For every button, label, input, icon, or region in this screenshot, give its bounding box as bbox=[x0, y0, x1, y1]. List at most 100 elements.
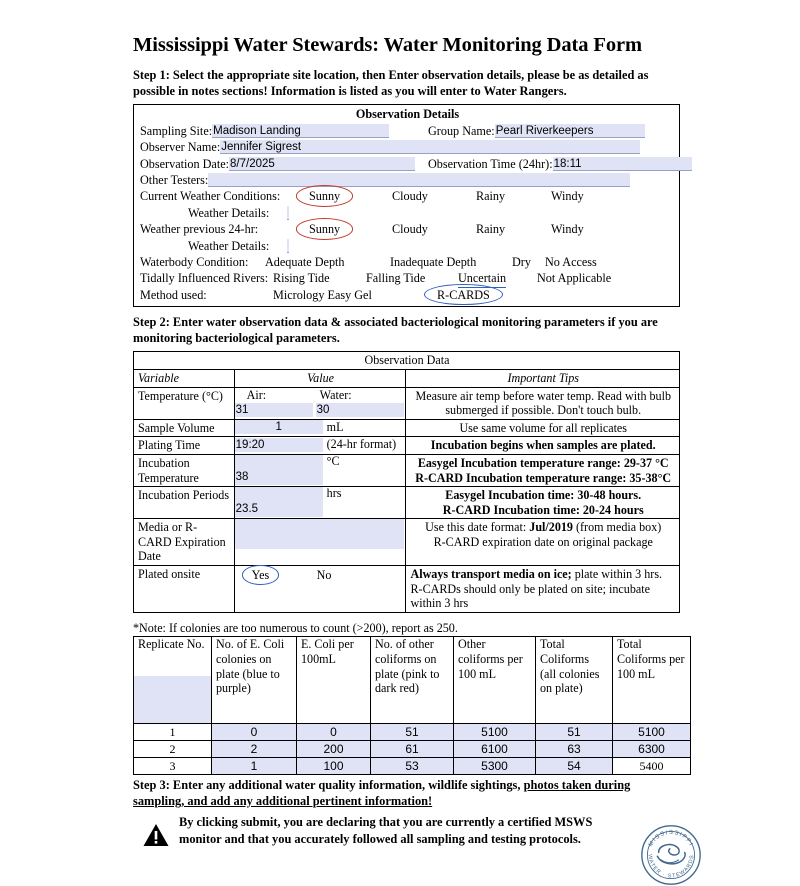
plated-onsite-option-yes[interactable]: Yes bbox=[241, 565, 279, 585]
current-weather-details-input[interactable] bbox=[287, 205, 289, 220]
previous-weather-details-input[interactable] bbox=[287, 238, 289, 253]
tips-incubation-temperature: Easygel Incubation temperature range: 29… bbox=[405, 453, 680, 488]
svg-text:WATER · STEWARDS: WATER · STEWARDS bbox=[647, 854, 696, 879]
row-waterbody-condition: Waterbody Condition: Adequate Depth Inad… bbox=[140, 254, 675, 270]
header-ecoli-colonies: No. of E. Coli colonies on plate (blue t… bbox=[211, 636, 297, 724]
cell-other-per-100ml-2[interactable]: 6100 bbox=[453, 739, 536, 758]
observation-time-input[interactable]: 18:11 bbox=[552, 156, 692, 171]
sampling-site-label: Sampling Site: bbox=[140, 123, 213, 138]
previous-weather-option-cloudy[interactable]: Cloudy bbox=[392, 222, 428, 237]
sample-volume-input[interactable]: 1 bbox=[234, 419, 323, 434]
variable-incubation-temperature: Incubation Temperature bbox=[133, 453, 235, 488]
row-previous-weather: Weather previous 24-hr: Sunny Cloudy Rai… bbox=[140, 218, 675, 241]
observer-name-input[interactable]: Jennifer Sigrest bbox=[220, 140, 641, 155]
observation-details-caption: Observation Details bbox=[355, 106, 460, 121]
method-option-easygel[interactable]: Micrology Easy Gel bbox=[273, 287, 372, 302]
variable-incubation-periods: Incubation Periods bbox=[133, 486, 235, 520]
row-previous-weather-details: Weather Details: bbox=[140, 238, 675, 254]
row-incubation-periods: Incubation Periods 23.5 hrs Easygel Incu… bbox=[133, 486, 680, 520]
cell-other-colonies-3[interactable]: 53 bbox=[370, 756, 454, 775]
row-observation-date: Observation Date:8/7/2025 Observation Ti… bbox=[140, 156, 692, 172]
header-total-per-100ml: Total Coliforms per 100 mL bbox=[612, 636, 691, 724]
tide-option-not-applicable[interactable]: Not Applicable bbox=[537, 271, 612, 286]
tips-media-expiration-line1: Use this date format: Jul/2019 (from med… bbox=[410, 520, 676, 535]
tips-incubation-temperature-line2: R-CARD Incubation temperature range: 35-… bbox=[415, 470, 672, 485]
cell-other-per-100ml-1[interactable]: 5100 bbox=[453, 722, 536, 741]
observation-data-caption: Observation Data bbox=[133, 351, 680, 370]
value-plated-onsite: Yes No bbox=[233, 565, 407, 614]
row-current-weather: Current Weather Conditions: Sunny Cloudy… bbox=[140, 185, 675, 208]
variable-plated-onsite: Plated onsite bbox=[133, 565, 235, 614]
current-weather-option-rainy[interactable]: Rainy bbox=[476, 189, 506, 204]
header-replicate-shade bbox=[134, 675, 211, 724]
cell-total-colonies-1[interactable]: 51 bbox=[535, 722, 613, 741]
tips-plated-line1: Always transport media on ice; plate wit… bbox=[410, 567, 676, 582]
tips-media-bold: Jul/2019 bbox=[529, 520, 573, 535]
waterbody-option-inadequate-depth[interactable]: Inadequate Depth bbox=[390, 254, 477, 269]
current-weather-option-cloudy[interactable]: Cloudy bbox=[392, 189, 428, 204]
cell-ecoli-per-100ml-2[interactable]: 200 bbox=[296, 739, 371, 758]
plated-onsite-option-no[interactable]: No bbox=[316, 568, 332, 583]
tide-option-falling[interactable]: Falling Tide bbox=[366, 271, 426, 286]
observation-date-input[interactable]: 8/7/2025 bbox=[229, 156, 416, 171]
cell-ecoli-per-100ml-3[interactable]: 100 bbox=[296, 756, 371, 775]
water-temp-input[interactable]: 30 bbox=[315, 402, 404, 417]
previous-weather-option-windy[interactable]: Windy bbox=[551, 222, 584, 237]
observation-details-section: Observation Details Sampling Site:Madiso… bbox=[133, 103, 692, 308]
cell-ecoli-colonies-3[interactable]: 1 bbox=[211, 756, 297, 775]
header-other-colonies: No. of other coliforms on plate (pink to… bbox=[370, 636, 454, 724]
msws-seal-logo: MISSISSIPPI WATER · STEWARDS bbox=[641, 825, 701, 885]
header-tips: Important Tips bbox=[405, 368, 680, 388]
cell-total-colonies-3[interactable]: 54 bbox=[535, 756, 613, 775]
previous-weather-option-rainy[interactable]: Rainy bbox=[476, 222, 506, 237]
submit-declaration: By clicking submit, you are declaring th… bbox=[133, 814, 680, 854]
air-temp-input[interactable]: 31 bbox=[234, 402, 313, 417]
step3-instructions: Step 3: Enter any additional water quali… bbox=[133, 777, 680, 809]
tips-plated-line2: R-CARDs should only be plated on site; i… bbox=[410, 581, 650, 596]
table-row: 3 1 100 53 5300 54 5400 bbox=[133, 756, 691, 775]
current-weather-option-sunny[interactable]: Sunny bbox=[295, 185, 354, 208]
variable-temperature: Temperature (°C) bbox=[133, 386, 235, 420]
other-testers-input[interactable] bbox=[208, 172, 631, 187]
waterbody-option-dry[interactable]: Dry bbox=[512, 254, 531, 269]
method-option-rcards[interactable]: R-CARDS bbox=[424, 283, 503, 306]
tide-option-uncertain[interactable]: Uncertain bbox=[458, 270, 507, 288]
waterbody-option-adequate-depth[interactable]: Adequate Depth bbox=[265, 254, 345, 269]
declaration-line1: By clicking submit, you are declaring th… bbox=[179, 815, 593, 830]
cell-other-per-100ml-3[interactable]: 5300 bbox=[453, 756, 536, 775]
previous-weather-details-label: Weather Details: bbox=[188, 238, 270, 253]
tide-option-rising[interactable]: Rising Tide bbox=[273, 271, 330, 286]
tips-plated-rest: plate within 3 hrs. bbox=[571, 567, 663, 582]
cell-total-per-100ml-2[interactable]: 6300 bbox=[612, 739, 691, 758]
tips-media-expiration: Use this date format: Jul/2019 (from med… bbox=[405, 518, 680, 567]
page-title: Mississippi Water Stewards: Water Monito… bbox=[133, 34, 642, 56]
cell-replicate-no-2: 2 bbox=[133, 739, 212, 758]
cell-other-colonies-1[interactable]: 51 bbox=[370, 722, 454, 741]
current-weather-option-windy[interactable]: Windy bbox=[551, 189, 584, 204]
cell-total-colonies-2[interactable]: 63 bbox=[535, 739, 613, 758]
cell-ecoli-colonies-2[interactable]: 2 bbox=[211, 739, 297, 758]
observer-name-label: Observer Name: bbox=[140, 140, 221, 155]
previous-weather-label: Weather previous 24-hr: bbox=[140, 222, 259, 237]
previous-weather-option-sunny[interactable]: Sunny bbox=[295, 218, 354, 241]
form-page: Mississippi Water Stewards: Water Monito… bbox=[133, 34, 701, 885]
plating-time-input[interactable]: 19:20 bbox=[234, 438, 323, 453]
incubation-periods-input[interactable]: 23.5 bbox=[234, 487, 323, 518]
cell-total-per-100ml-1[interactable]: 5100 bbox=[612, 722, 691, 741]
waterbody-option-no-access[interactable]: No Access bbox=[545, 254, 597, 269]
cell-ecoli-colonies-1[interactable]: 0 bbox=[211, 722, 297, 741]
row-observer-name: Observer Name:Jennifer Sigrest bbox=[140, 139, 675, 155]
media-expiration-input[interactable] bbox=[234, 519, 404, 550]
incubation-periods-unit: hrs bbox=[326, 486, 342, 501]
footer: By clicking submit, you are declaring th… bbox=[133, 814, 701, 885]
cell-ecoli-per-100ml-1[interactable]: 0 bbox=[296, 722, 371, 741]
tips-incubation-periods: Easygel Incubation time: 30-48 hours. R-… bbox=[405, 486, 680, 520]
group-name-label: Group Name: bbox=[428, 123, 495, 138]
cell-other-colonies-2[interactable]: 61 bbox=[370, 739, 454, 758]
sampling-site-input[interactable]: Madison Landing bbox=[212, 123, 390, 138]
incubation-temperature-input[interactable]: 38 bbox=[234, 454, 323, 485]
header-value: Value bbox=[233, 368, 407, 388]
replicate-header-row: Replicate No. No. of E. Coli colonies on… bbox=[133, 636, 691, 724]
group-name-input[interactable]: Pearl Riverkeepers bbox=[494, 123, 645, 138]
cell-total-per-100ml-3[interactable]: 5400 bbox=[612, 756, 691, 775]
